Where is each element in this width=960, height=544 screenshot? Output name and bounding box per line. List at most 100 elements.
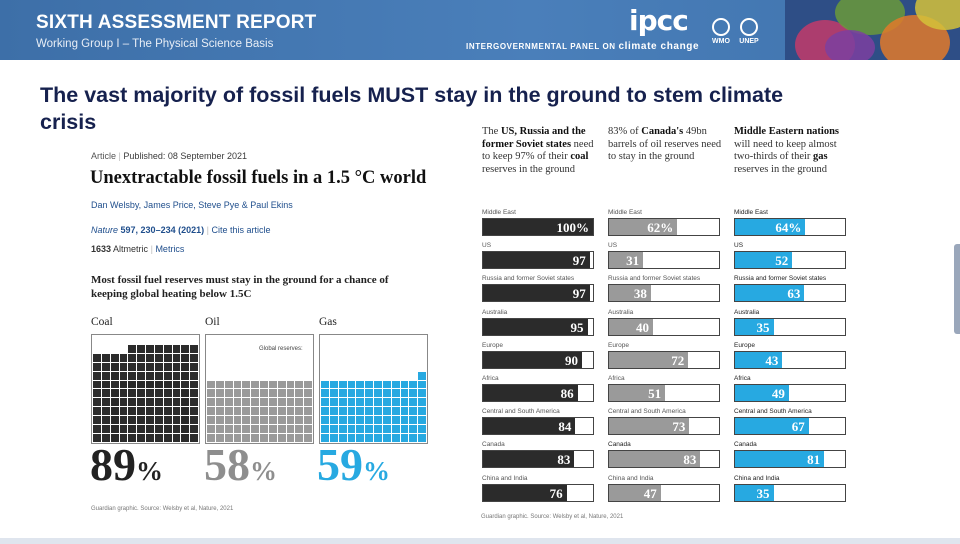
oil-bar-fill [609, 252, 644, 269]
waffle-cell [295, 371, 304, 380]
waffle-cell [110, 434, 119, 442]
waffle-cell [128, 362, 137, 371]
waffle-cell [215, 425, 224, 434]
coal-bar-fill [483, 484, 567, 501]
waffle-cell [181, 434, 190, 442]
waffle-cell [260, 362, 268, 371]
gas-bar-fill [735, 219, 806, 235]
scroll-handle[interactable] [954, 244, 960, 334]
bar-value-label: 63 [787, 286, 801, 302]
waffle-cell [374, 407, 382, 416]
gas-column: Middle Eastern nations will need to keep… [734, 126, 852, 176]
ipcc-logo: ipcc [629, 4, 689, 37]
waffle-cell [391, 336, 400, 344]
waffle-cell [329, 416, 338, 425]
waffle-cell [365, 389, 373, 398]
waffle-cell [154, 336, 163, 344]
waffle-cell [329, 362, 338, 371]
waffle-cell [224, 416, 233, 425]
waffle-cell [374, 416, 382, 425]
bar-value-label: 49 [771, 386, 785, 401]
waffle-cell [268, 389, 277, 398]
region-label: Russia and former Soviet states [482, 275, 575, 283]
gas-bar-row: Middle East 64% [734, 208, 852, 242]
slide-title: The vast majority of fossil fuels MUST s… [40, 83, 784, 134]
waffle-cell [321, 434, 329, 442]
gas-bar-row: Africa 49 [734, 374, 852, 408]
waffle-cell [260, 407, 268, 416]
waffle-cell [163, 371, 172, 380]
waffle-cell [215, 336, 224, 344]
waffle-cell [172, 398, 181, 407]
waffle-cell [154, 380, 163, 389]
wmo-emblem-icon [712, 18, 730, 36]
gas-label: Gas [319, 316, 337, 328]
waffle-cell [172, 425, 181, 434]
waffle-cell [154, 416, 163, 425]
coal-bar-fill [483, 418, 576, 435]
gas-bar-row: China and India 35 [734, 474, 852, 508]
waffle-cell [374, 362, 382, 371]
gas-bar-row: Canada 81 [734, 440, 852, 474]
waffle-cell [233, 407, 242, 416]
waffle-cell [409, 371, 418, 380]
waffle-cell [146, 380, 154, 389]
waffle-cell [119, 434, 128, 442]
coal-bar-row: Canada 83 [482, 440, 600, 474]
region-label: Africa [734, 375, 751, 382]
coal-bar-fill [483, 351, 582, 368]
banner-artwork [785, 0, 960, 60]
waffle-cell [321, 416, 329, 425]
bar-track: 63 [734, 284, 846, 303]
waffle-cell [137, 336, 145, 344]
article-authors[interactable]: Dan Welsby, James Price, Steve Pye & Pau… [91, 200, 293, 210]
waffle-cell [295, 353, 304, 362]
report-subtitle: Working Group I – The Physical Science B… [36, 38, 274, 50]
waffle-cell [391, 362, 400, 371]
coal-bar-row: US 97 [482, 241, 600, 275]
article-citation: Nature 597, 230–234 (2021) | Cite this a… [91, 225, 271, 235]
waffle-cell [277, 344, 286, 353]
waffle-cell [382, 434, 391, 442]
waffle-cell [277, 336, 286, 344]
waffle-cell [295, 389, 304, 398]
waffle-cell [146, 389, 154, 398]
region-label: Africa [608, 375, 625, 382]
metrics-link[interactable]: Metrics [155, 244, 185, 254]
waffle-cell [277, 389, 286, 398]
bar-track: 76 [482, 483, 594, 502]
waffle-cell [347, 336, 356, 344]
oil-bar-fill [609, 219, 678, 235]
waffle-cell [286, 398, 295, 407]
waffle-cell [119, 336, 128, 344]
waffle-cell [400, 362, 409, 371]
waffle-cell [286, 362, 295, 371]
oil-description: 83% of Canada's 49bn barrels of oil rese… [608, 126, 726, 164]
waffle-cell [400, 389, 409, 398]
waffle-cell [304, 344, 312, 353]
coal-bar-fill [483, 451, 575, 468]
gas-percent-value: 59 [317, 439, 363, 490]
waffle-cell [268, 371, 277, 380]
waffle-cell [418, 398, 426, 407]
waffle-cell [329, 353, 338, 362]
bar-track: 40 [608, 317, 720, 336]
waffle-cell [181, 407, 190, 416]
bar-value-label: 38 [633, 286, 647, 302]
waffle-cell [391, 425, 400, 434]
coal-bar-row: Central and South America 84 [482, 407, 600, 441]
gas-bar-fill [735, 351, 783, 368]
waffle-cell [356, 380, 365, 389]
waffle-cell [137, 344, 145, 353]
waffle-cell [400, 380, 409, 389]
waffle-cell [110, 389, 119, 398]
waffle-cell [207, 407, 215, 416]
cite-link[interactable]: Cite this article [211, 225, 271, 235]
journal-name: Nature [91, 225, 119, 235]
waffle-cell [286, 344, 295, 353]
waffle-cell [128, 336, 137, 344]
waffle-cell [172, 434, 181, 442]
gas-description: Middle Eastern nations will need to keep… [734, 126, 852, 176]
bar-value-label: 83 [557, 452, 571, 468]
gas-waffle [319, 334, 428, 444]
